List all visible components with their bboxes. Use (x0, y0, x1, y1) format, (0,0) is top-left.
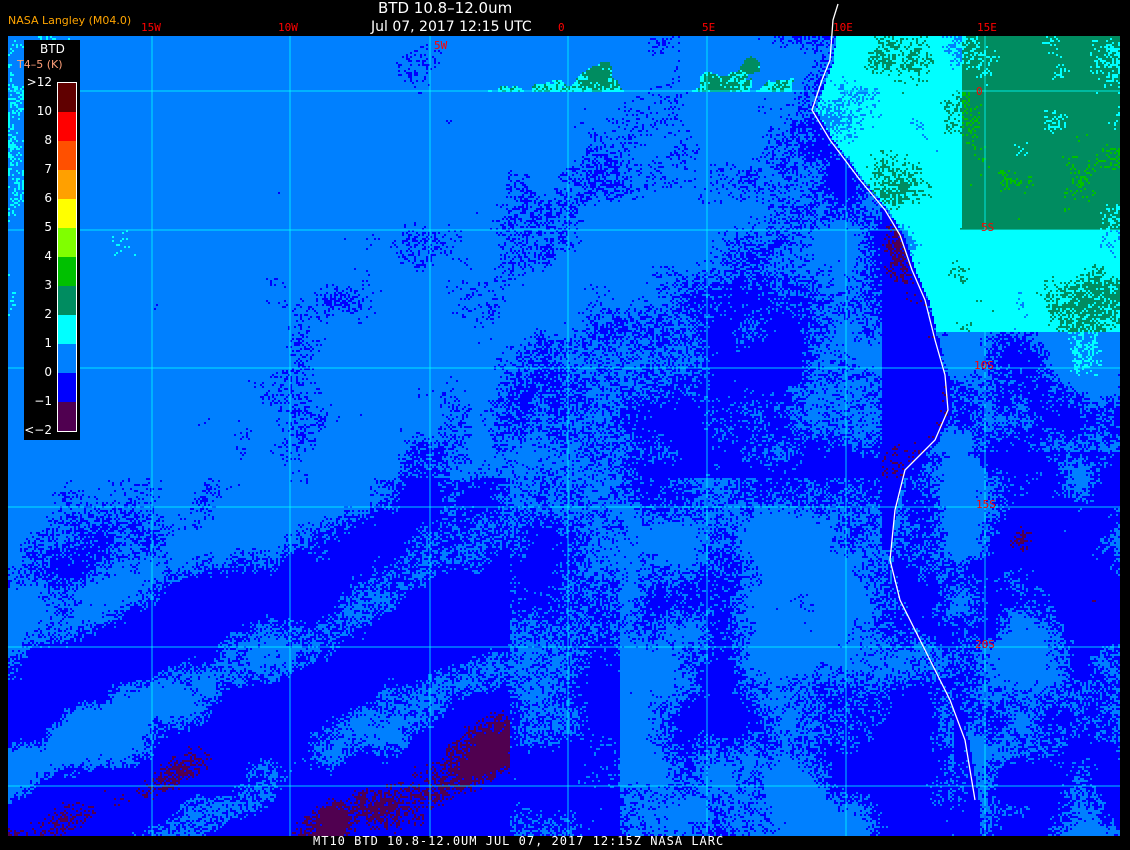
lon-label: 10E (833, 21, 853, 34)
legend-tick: 10 (36, 104, 52, 118)
legend-tick: 3 (44, 278, 52, 292)
legend-swatch (58, 402, 76, 431)
product-title: BTD 10.8–12.0um (378, 0, 513, 17)
lat-label: 10S (974, 359, 994, 372)
color-legend: BTD T4–5 (K) >12 10 8 7 6 5 4 3 2 1 0 −1 <−2 (17, 40, 80, 440)
legend-tick: 1 (44, 336, 52, 350)
lon-label: 15E (977, 21, 997, 34)
satellite-image (8, 36, 1120, 836)
credit-label: NASA Langley (M04.0) (8, 14, 132, 27)
legend-swatch (58, 170, 76, 199)
footer-caption: MT10 BTD 10.8-12.0UM JUL 07, 2017 12:15Z… (313, 834, 725, 848)
legend-color-strip (57, 82, 77, 432)
legend-tick: 6 (44, 191, 52, 205)
coastline (811, 3, 976, 801)
legend-swatch (58, 112, 76, 141)
lat-label: 20S (975, 638, 995, 651)
legend-swatch (58, 286, 76, 315)
legend-tick: 0 (44, 365, 52, 379)
legend-title: BTD (40, 42, 65, 56)
lat-label: 0 (976, 85, 983, 98)
legend-swatch (58, 228, 76, 257)
lon-label: 10W (278, 21, 298, 34)
lon-label: 15W (141, 21, 161, 34)
legend-tick: 4 (44, 249, 52, 263)
legend-swatch (58, 344, 76, 373)
lon-label: 5E (702, 21, 716, 34)
lat-label: 15S (976, 498, 996, 511)
legend-tick: <−2 (24, 423, 52, 437)
lon-label: 5W (434, 39, 448, 52)
legend-tick: 5 (44, 220, 52, 234)
legend-units: T4–5 (K) (17, 58, 63, 71)
legend-tick: 8 (44, 133, 52, 147)
legend-tick: 2 (44, 307, 52, 321)
legend-swatch (58, 83, 76, 112)
legend-swatch (58, 257, 76, 286)
legend-swatch (58, 373, 76, 402)
legend-tick: −1 (34, 394, 52, 408)
lat-label: 5S (981, 221, 995, 234)
image-datetime: Jul 07, 2017 12:15 UTC (371, 19, 532, 35)
legend-swatch (58, 315, 76, 344)
lon-label: 0 (558, 21, 565, 34)
legend-swatch (58, 141, 76, 170)
legend-tick: 7 (44, 162, 52, 176)
legend-tick: >12 (26, 75, 52, 89)
legend-swatch (58, 199, 76, 228)
